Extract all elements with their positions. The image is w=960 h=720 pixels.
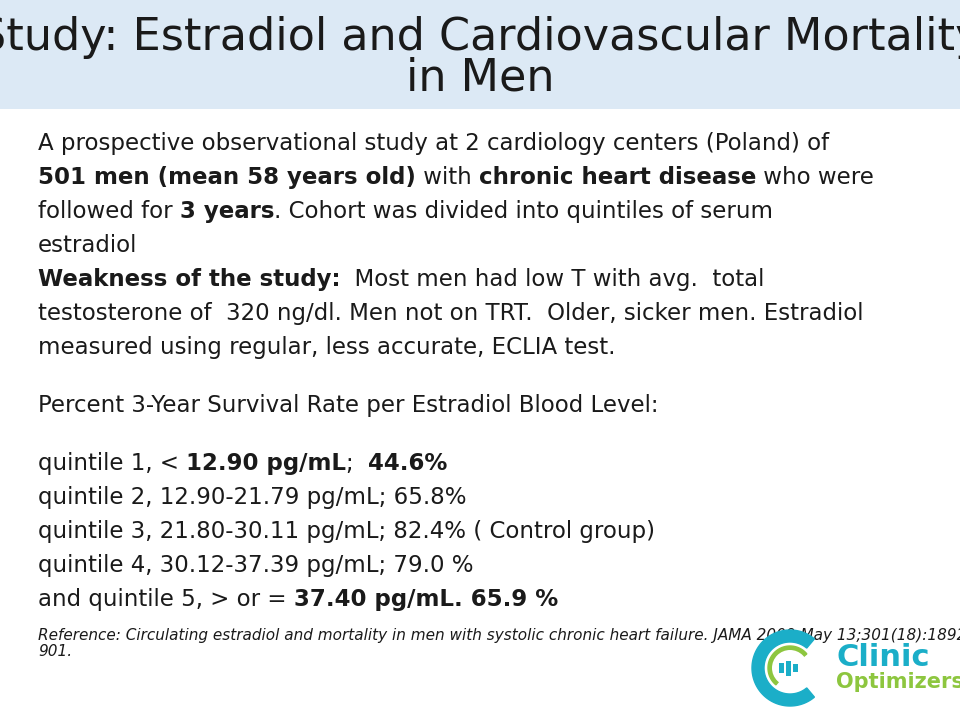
Text: 501 men (mean 58 years old): 501 men (mean 58 years old) xyxy=(38,166,416,189)
Text: Reference: Circulating estradiol and mortality in men with systolic chronic hear: Reference: Circulating estradiol and mor… xyxy=(38,628,960,643)
Text: chronic heart disease: chronic heart disease xyxy=(479,166,756,189)
Text: quintile 1, <: quintile 1, < xyxy=(38,451,186,474)
Circle shape xyxy=(772,650,808,686)
Bar xyxy=(785,660,790,675)
Text: 44.6%: 44.6% xyxy=(369,451,447,474)
Text: who were: who were xyxy=(756,166,875,189)
Text: followed for: followed for xyxy=(38,200,180,223)
Text: 37.40 pg/mL. 65.9 %: 37.40 pg/mL. 65.9 % xyxy=(294,588,558,611)
Text: 3 years: 3 years xyxy=(180,200,275,223)
Text: quintile 4, 30.12-37.39 pg/mL; 79.0 %: quintile 4, 30.12-37.39 pg/mL; 79.0 % xyxy=(38,554,473,577)
Text: estradiol: estradiol xyxy=(38,234,137,257)
Text: quintile 3, 21.80-30.11 pg/mL; 82.4% ( Control group): quintile 3, 21.80-30.11 pg/mL; 82.4% ( C… xyxy=(38,520,655,543)
Text: 12.90 pg/mL: 12.90 pg/mL xyxy=(186,451,347,474)
Text: with: with xyxy=(416,166,479,189)
Text: Percent 3-Year Survival Rate per Estradiol Blood Level:: Percent 3-Year Survival Rate per Estradi… xyxy=(38,394,659,417)
Text: in Men: in Men xyxy=(406,56,554,99)
Text: Weakness of the study:: Weakness of the study: xyxy=(38,268,341,291)
Text: ;: ; xyxy=(347,451,369,474)
Polygon shape xyxy=(752,630,814,706)
Text: and quintile 5, > or =: and quintile 5, > or = xyxy=(38,588,294,611)
Text: testosterone of  320 ng/dl. Men not on TRT.  Older, sicker men. Estradiol: testosterone of 320 ng/dl. Men not on TR… xyxy=(38,302,863,325)
Text: Most men had low T with avg.  total: Most men had low T with avg. total xyxy=(341,268,765,291)
Text: Optimizers: Optimizers xyxy=(836,672,960,692)
Bar xyxy=(793,664,798,672)
Text: A prospective observational study at 2 cardiology centers (Poland) of: A prospective observational study at 2 c… xyxy=(38,132,829,155)
Text: quintile 2, 12.90-21.79 pg/mL; 65.8%: quintile 2, 12.90-21.79 pg/mL; 65.8% xyxy=(38,485,467,508)
Text: Clinic: Clinic xyxy=(836,644,929,672)
Text: Study: Estradiol and Cardiovascular Mortality: Study: Estradiol and Cardiovascular Mort… xyxy=(0,16,960,59)
Text: 901.: 901. xyxy=(38,644,72,659)
Text: . Cohort was divided into quintiles of serum: . Cohort was divided into quintiles of s… xyxy=(275,200,774,223)
Bar xyxy=(779,663,783,673)
Polygon shape xyxy=(768,646,806,685)
Text: measured using regular, less accurate, ECLIA test.: measured using regular, less accurate, E… xyxy=(38,336,615,359)
